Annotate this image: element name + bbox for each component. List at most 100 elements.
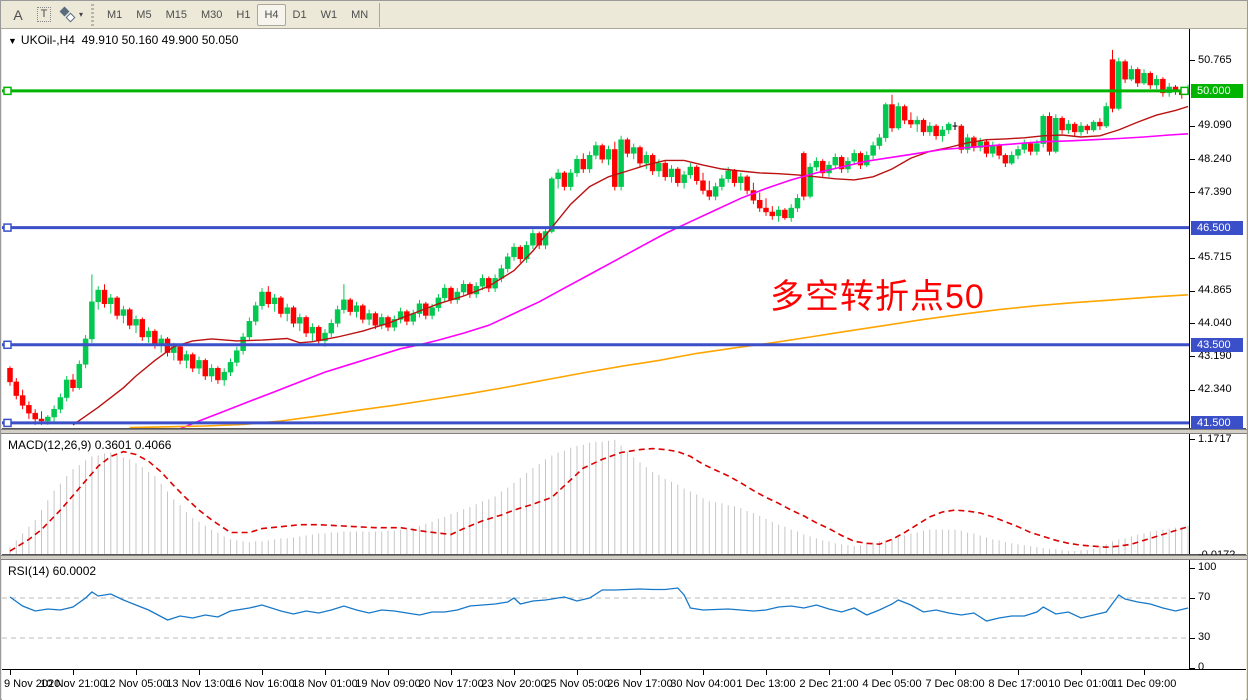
time-axis-tick xyxy=(10,670,11,675)
toolbar-grip[interactable] xyxy=(89,3,97,26)
timeframe-toolbar: M1 M5 M15 M30 H1 H4 D1 W1 MN xyxy=(100,3,375,26)
time-axis-label: 2 Dec 21:00 xyxy=(799,678,859,690)
time-axis-label: 30 Nov 04:00 xyxy=(670,678,736,690)
axis-tick xyxy=(1190,637,1195,639)
time-axis-tick xyxy=(1081,670,1082,675)
time-axis-label: 19 Nov 09:00 xyxy=(355,678,421,690)
time-axis-tick xyxy=(1018,670,1019,675)
time-axis-label: 13 Nov 13:00 xyxy=(166,678,232,690)
macd-panel[interactable]: MACD(12,26,9) 0.3601 0.4066 1.1717-0.017… xyxy=(2,432,1246,561)
price-axis-label: 47.390 xyxy=(1198,185,1232,198)
time-axis-tick xyxy=(325,670,326,675)
time-axis-label: 1 Dec 13:00 xyxy=(736,678,796,690)
price-axis-label: 1.1717 xyxy=(1198,432,1232,445)
time-axis-label: 12 Nov 05:00 xyxy=(103,678,169,690)
macd-signal-line[interactable] xyxy=(9,447,1189,552)
price-axis-label: 44.040 xyxy=(1198,316,1232,329)
ma-slow-line[interactable] xyxy=(129,294,1189,428)
axis-tick xyxy=(1190,60,1195,62)
hline-handle[interactable] xyxy=(1180,86,1189,96)
ohlc-readout: 49.910 50.160 49.900 50.050 xyxy=(81,33,239,47)
timeframe-button-H4[interactable]: H4 xyxy=(257,3,286,26)
price-axis-label: 0 xyxy=(1198,661,1205,673)
rsi-line[interactable] xyxy=(9,587,1189,622)
axis-tick xyxy=(1190,567,1195,569)
rsi-axis[interactable]: 100 70 30 0 xyxy=(1190,560,1246,673)
rsi-plot[interactable] xyxy=(2,560,1190,669)
time-axis-label: 16 Nov 16:00 xyxy=(229,678,295,690)
time-axis-tick xyxy=(451,670,452,675)
macd-plot[interactable] xyxy=(2,434,1190,554)
chart-text-annotation[interactable]: 多空转折点50 xyxy=(770,278,985,316)
timeframe-button-H1[interactable]: H1 xyxy=(236,8,251,21)
ma-fast-line[interactable] xyxy=(72,105,1189,426)
time-axis[interactable]: 9 Nov 2020 10 Nov 21:00 12 Nov 05:00 13 Nov… xyxy=(2,670,1246,700)
time-axis-label: 10 Nov 21:00 xyxy=(40,678,106,690)
time-axis-label: 4 Dec 05:00 xyxy=(862,678,922,690)
macd-histogram xyxy=(9,439,1189,554)
toolbar: A T ▾ M1 M5 M15 M30 H1 H4 D1 W1 MN xyxy=(1,1,1247,29)
axis-tick xyxy=(1190,356,1195,358)
timeframe-button-M15[interactable]: M15 xyxy=(165,8,187,21)
time-axis-tick xyxy=(136,670,137,675)
arrows-tool-button[interactable]: ▾ xyxy=(58,4,84,26)
textbox-tool-button[interactable]: T xyxy=(32,4,56,26)
time-axis-label: 25 Nov 05:00 xyxy=(544,678,610,690)
rsi-indicator-label: RSI(14) 60.0002 xyxy=(8,564,97,578)
time-axis-label: 11 Dec 09:00 xyxy=(1111,678,1177,690)
macd-axis[interactable]: 1.1717-0.0172 xyxy=(1190,432,1246,561)
time-axis-tick xyxy=(703,670,704,675)
panel-splitter[interactable] xyxy=(1,555,1247,560)
highlighted-price-label: 41.500 xyxy=(1191,415,1243,430)
price-axis-label: 49.090 xyxy=(1198,119,1232,132)
candlestick-plot[interactable] xyxy=(2,29,1190,428)
time-axis-label: 8 Dec 17:00 xyxy=(988,678,1048,690)
time-axis-tick xyxy=(829,670,830,675)
rsi-panel[interactable]: RSI(14) 60.0002 100 70 30 0 xyxy=(2,560,1246,673)
time-axis-tick xyxy=(262,670,263,675)
panel-splitter[interactable] xyxy=(1,429,1247,434)
highlighted-price-label: 46.500 xyxy=(1191,220,1243,235)
time-axis-label: 7 Dec 08:00 xyxy=(925,678,985,690)
time-axis-tick xyxy=(955,670,956,675)
time-axis-label: 26 Nov 17:00 xyxy=(607,678,673,690)
price-axis-label: 100 xyxy=(1198,561,1217,573)
price-axis-label: 43.190 xyxy=(1198,349,1232,362)
price-axis-label: 30 xyxy=(1198,631,1211,643)
price-axis-label: 48.240 xyxy=(1198,152,1232,165)
time-axis-tick xyxy=(388,670,389,675)
macd-indicator-label: MACD(12,26,9) 0.3601 0.4066 xyxy=(8,438,172,452)
main-chart-panel[interactable]: ▼ UKOil-,H4 49.910 50.160 49.900 50.050 多… xyxy=(2,29,1246,430)
timeframe-button-W1[interactable]: W1 xyxy=(320,8,338,21)
axis-tick xyxy=(1190,125,1195,127)
time-axis-tick xyxy=(1144,670,1145,675)
price-axis-label: 44.865 xyxy=(1198,284,1232,297)
text-label-tool-button[interactable]: A xyxy=(6,4,30,26)
price-axis-label: 50.765 xyxy=(1198,53,1232,66)
time-axis-tick xyxy=(514,670,515,675)
timeframe-button-D1[interactable]: D1 xyxy=(292,8,307,21)
price-axis-label: 42.340 xyxy=(1198,383,1232,396)
hline-handle[interactable] xyxy=(3,340,12,350)
axis-tick xyxy=(1190,597,1195,599)
price-axis-label: 70 xyxy=(1198,591,1211,603)
timeframe-button-M1[interactable]: M1 xyxy=(107,8,123,21)
price-axis-label: 45.715 xyxy=(1198,251,1232,264)
time-axis-tick xyxy=(766,670,767,675)
time-axis-tick xyxy=(640,670,641,675)
time-axis-label: 10 Dec 01:00 xyxy=(1048,678,1114,690)
axis-tick xyxy=(1190,159,1195,161)
timeframe-button-M5[interactable]: M5 xyxy=(136,8,152,21)
collapse-triangle-icon[interactable]: ▼ xyxy=(8,36,17,46)
hline-handle[interactable] xyxy=(3,418,12,428)
hline-handle[interactable] xyxy=(3,86,12,96)
timeframe-button-MN[interactable]: MN xyxy=(351,8,369,21)
price-axis[interactable]: 50.765 49.090 48.240 47.390 45.715 44.865 44.0… xyxy=(1190,29,1246,430)
timeframe-button-M30[interactable]: M30 xyxy=(200,8,223,21)
candles[interactable] xyxy=(7,49,1191,425)
time-axis-tick xyxy=(577,670,578,675)
hline-handle[interactable] xyxy=(3,223,12,232)
axis-tick xyxy=(1190,439,1195,441)
chevron-down-icon: ▾ xyxy=(79,10,84,19)
